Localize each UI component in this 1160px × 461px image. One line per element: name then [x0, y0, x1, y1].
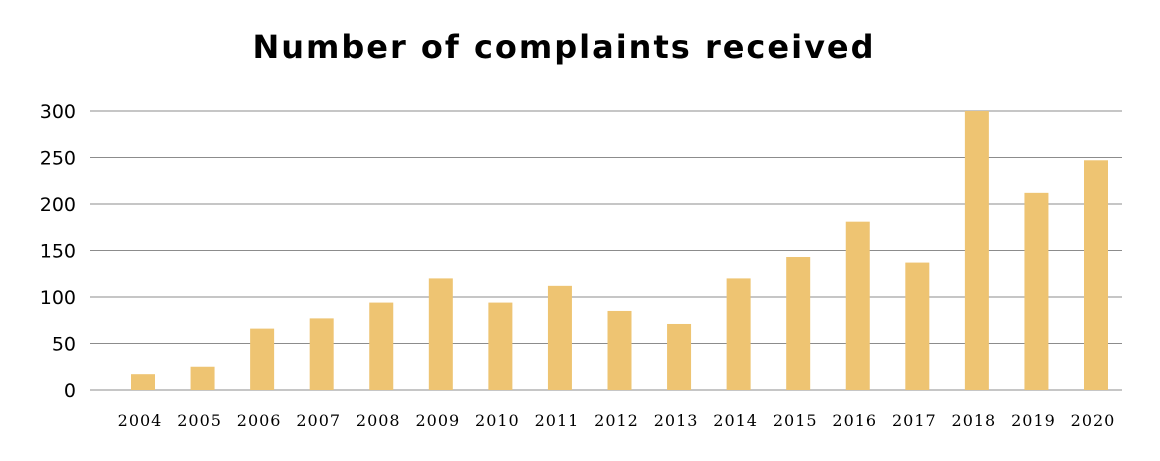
y-tick-label: 200	[40, 194, 76, 216]
x-tick-label: 2018	[952, 411, 997, 430]
y-tick-label: 150	[40, 241, 76, 263]
bar-2013	[667, 323, 692, 390]
bar-2007	[309, 318, 334, 390]
bar-2011	[547, 285, 572, 390]
chart-title: Number of complaints received	[252, 28, 876, 66]
bar-2020	[1084, 160, 1108, 390]
x-tick-label: 2011	[535, 411, 580, 430]
y-tick-label: 250	[40, 148, 76, 170]
x-tick-label: 2013	[654, 411, 699, 430]
x-tick-label: 2004	[118, 411, 163, 430]
x-tick-label: 2014	[713, 411, 758, 430]
x-tick-label: 2015	[773, 411, 818, 430]
bar-2016	[845, 221, 870, 390]
x-tick-label: 2017	[892, 411, 937, 430]
bar-2005	[190, 366, 215, 390]
x-tick-label: 2005	[177, 411, 222, 430]
bar-2015	[786, 257, 811, 390]
x-tick-label: 2016	[832, 411, 877, 430]
bar-2014	[726, 278, 751, 390]
x-tick-label: 2008	[356, 411, 401, 430]
bar-2019	[1024, 192, 1049, 390]
x-tick-label: 2009	[415, 411, 460, 430]
y-axis-tick-labels: 0 50 100 150 200 250 300	[40, 101, 76, 402]
bar-series	[131, 111, 1108, 390]
x-tick-label: 2020	[1071, 411, 1116, 430]
bar-2010	[488, 302, 513, 390]
bar-2008	[369, 302, 394, 390]
x-tick-label: 2012	[594, 411, 639, 430]
y-tick-label: 0	[64, 380, 76, 402]
x-tick-label: 2010	[475, 411, 520, 430]
bar-2004	[131, 374, 155, 390]
x-tick-label: 2007	[296, 411, 341, 430]
x-tick-label: 2006	[237, 411, 282, 430]
x-axis-tick-labels: 2004 2005 2006 2007 2008 2009 2010 2011 2012 2013…	[118, 411, 1116, 430]
y-tick-label: 100	[40, 287, 76, 309]
y-tick-label: 300	[40, 101, 76, 123]
y-tick-label: 50	[52, 334, 76, 356]
bar-2017	[905, 262, 930, 390]
bar-2006	[250, 328, 275, 390]
bar-2009	[428, 278, 453, 390]
x-tick-label: 2019	[1011, 411, 1056, 430]
bar-2012	[607, 310, 632, 390]
bar-2018	[964, 111, 989, 390]
